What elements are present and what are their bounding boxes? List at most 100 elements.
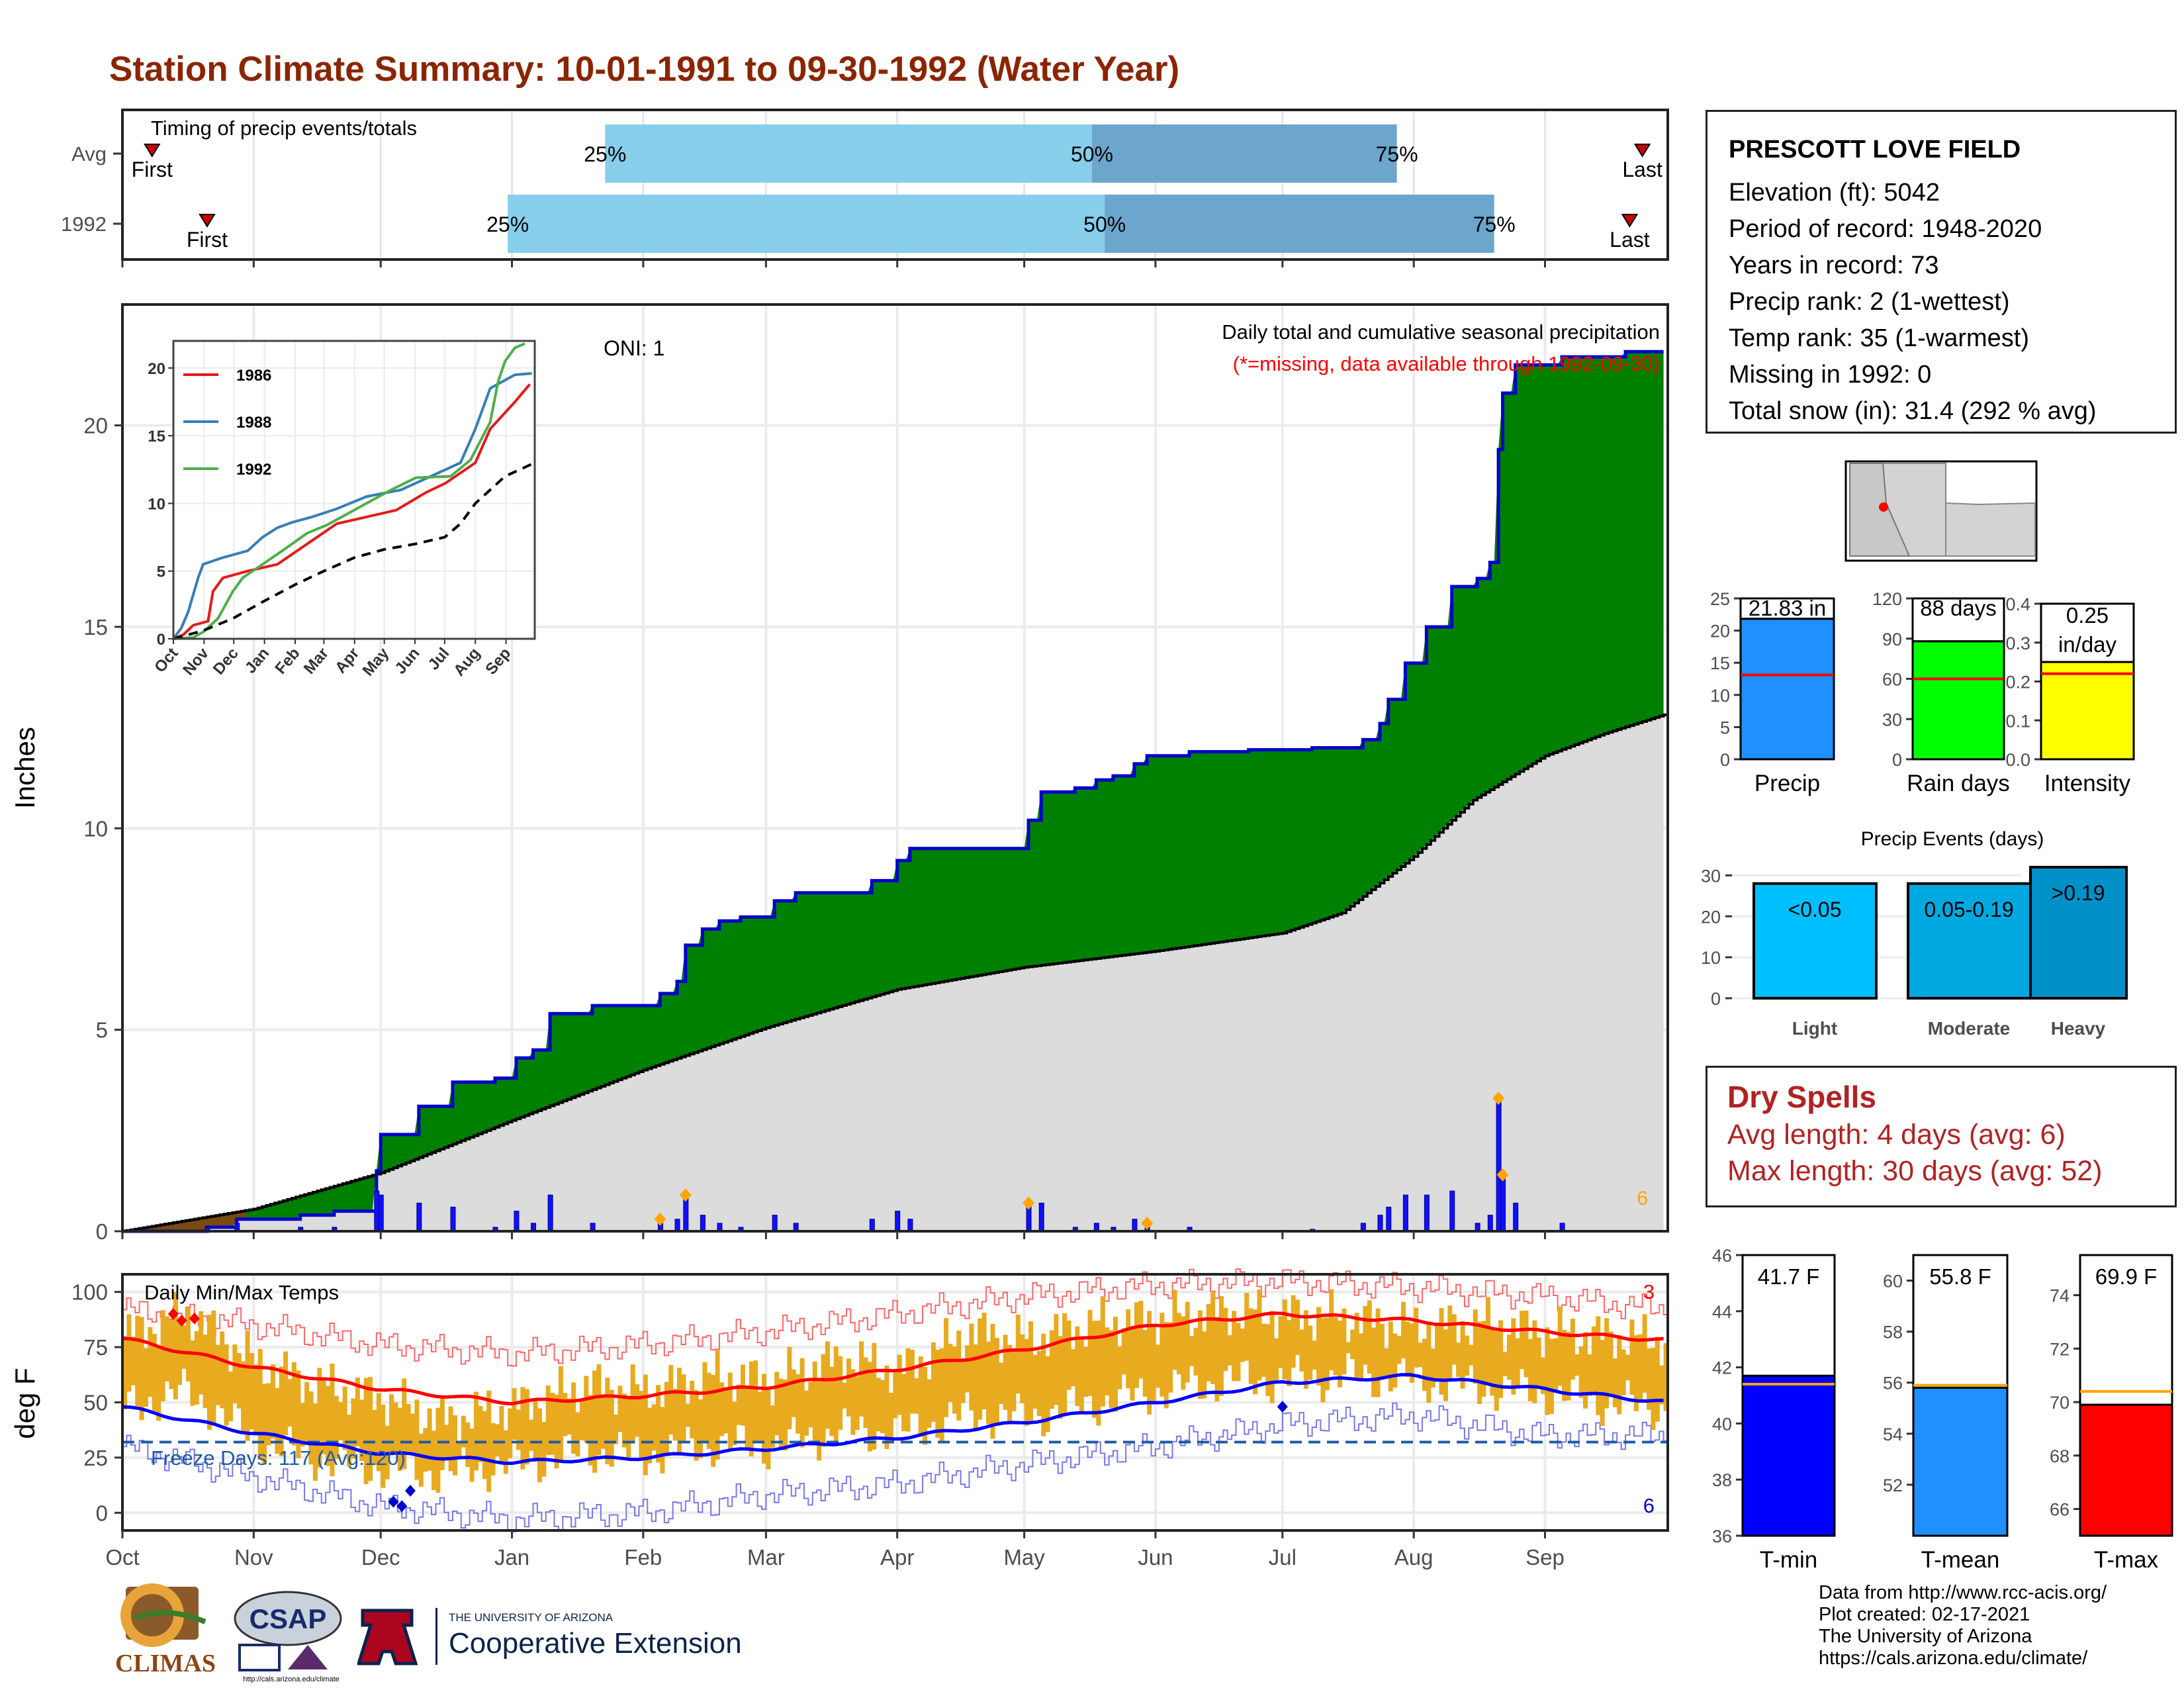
record-precip-marker [1023,1196,1035,1210]
summary-ytick-label: 68 [2050,1446,2070,1466]
daily-precip-bar [1449,1190,1455,1232]
daily-temp-range-bar [490,1423,496,1476]
credits-footer: Data from http://www.rcc-acis.org/ Plot … [1819,1582,2107,1669]
summary-ytick-label: 25 [1710,589,1730,609]
daily-temp-range-bar [1617,1335,1622,1415]
station-name: PRESCOTT LOVE FIELD [1729,136,2021,164]
daily-temp-range-bar [334,1395,339,1460]
inset-series-line [172,372,532,640]
daily-temp-range-bar [1269,1311,1275,1403]
daily-temp-range-bar [1345,1342,1351,1354]
daily-temp-range-bar [1181,1316,1186,1390]
daily-temp-range-bar [1105,1327,1110,1396]
summary-bar-label: 0.25 in/day [2058,603,2117,657]
daily-temp-range-bar [241,1361,246,1434]
daily-temp-range-bar [330,1364,335,1477]
daily-temp-range-bar [1435,1322,1440,1380]
daily-temp-range-bar [956,1330,962,1421]
daily-temp-range-bar [1583,1332,1588,1409]
daily-temp-range-bar [1651,1348,1656,1430]
daily-temp-range-bar [1498,1320,1504,1399]
daily-temp-range-bar [1591,1326,1596,1394]
daily-temp-range-bar [215,1344,220,1405]
daily-temp-range-bar [1527,1338,1533,1401]
daily-temp-range-bar [545,1385,551,1456]
daily-temp-range-bar [338,1402,343,1440]
credit-line: Data from http://www.rcc-acis.org/ [1819,1582,2107,1603]
summary-bar-category: T-max [2094,1547,2159,1573]
daily-temp-range-bar [706,1372,711,1449]
station-line: Temp rank: 35 (1-warmest) [1729,324,2030,352]
daily-temp-range-bar [1371,1327,1377,1397]
summary-ytick-label: 74 [2050,1286,2070,1306]
daily-temp-range-bar [757,1391,762,1442]
precip-panel-title: Daily total and cumulative seasonal prec… [1222,320,1660,344]
daily-temp-range-bar [317,1368,322,1468]
daily-temp-range-bar [677,1368,682,1454]
daily-temp-range-bar [1621,1349,1626,1395]
ua-small-text: THE UNIVERSITY OF ARIZONA [449,1611,614,1624]
ua-extension-logo: THE UNIVERSITY OF ARIZONA Cooperative Ex… [357,1608,742,1665]
normal-cumulative-line [122,713,1668,1233]
summary-bar-category: Intensity [2044,771,2131,796]
daily-temp-range-bar [1562,1330,1567,1401]
precip-events-bar-label: <0.05 [1788,898,1842,921]
timing-first-label: First [187,228,228,252]
precip-ytick-label: 10 [83,816,108,841]
daily-temp-range-bar [888,1392,893,1443]
daily-temp-range-bar [1464,1335,1469,1376]
daily-temp-range-bar [948,1343,953,1402]
record-low-marker [388,1495,399,1508]
daily-temp-range-bar [741,1364,745,1426]
daily-temp-range-bar [1604,1318,1610,1409]
daily-temp-range-bar [1232,1311,1237,1382]
daily-temp-range-bar [347,1415,352,1467]
timing-row-label: 1992 [61,212,107,236]
daily-temp-range-bar [1400,1301,1406,1359]
daily-temp-range-bar [190,1340,195,1406]
daily-temp-range-bar [482,1411,487,1479]
daily-temp-range-bar [283,1351,289,1435]
daily-temp-range-bar [1367,1300,1372,1374]
inset-series-line [173,383,531,640]
daily-temp-range-bar [1451,1314,1457,1365]
normal-max-line [122,1311,1664,1406]
summary-ytick-label: 44 [1712,1302,1732,1322]
summary-ytick-label: 0 [1892,750,1902,770]
timing-p50-label: 50% [1071,142,1113,166]
record-high-marker [189,1312,200,1325]
daily-temp-range-bar [1058,1336,1063,1419]
precip-events-category: Light [1792,1018,1837,1039]
temp-xtick-label: Jan [494,1545,529,1570]
daily-temp-range-bar [1460,1321,1465,1389]
daily-temp-range-bar [723,1387,729,1434]
daily-precip-bar [700,1215,705,1232]
daily-temp-range-bar [326,1385,331,1466]
daily-precip-bar [1386,1206,1392,1232]
daily-temp-range-bar [1490,1329,1495,1396]
daily-temp-range-bar [668,1365,674,1435]
daily-temp-range-bar [558,1366,563,1460]
daily-temp-range-bar [635,1384,640,1437]
record-high-marker [176,1315,187,1327]
daily-temp-range-bar [897,1354,902,1415]
daily-temp-range-bar [1456,1342,1461,1378]
daily-temp-range-bar [1545,1327,1550,1415]
daily-temp-range-bar [1541,1357,1546,1394]
daily-temp-range-bar [1087,1309,1093,1396]
daily-temp-range-bar [1045,1356,1050,1432]
temp-xtick-label: Jul [1269,1545,1297,1570]
summary-ytick-label: 0 [1720,750,1730,770]
normal-cumulative-area [122,714,1664,1231]
summary-bar-label: 69.9 F [2095,1264,2158,1289]
precip-ytick-label: 5 [96,1018,108,1043]
daily-temp-range-bar [1629,1319,1635,1395]
daily-temp-range-bar [1011,1348,1017,1412]
daily-temp-range-bar [342,1386,347,1450]
timing-p75-label: 75% [1473,212,1516,236]
temp-panel-title: Daily Min/Max Temps [144,1281,339,1304]
daily-temp-range-bar [524,1389,529,1465]
daily-temp-range-bar [812,1361,817,1445]
daily-temp-range-bar [1418,1342,1423,1368]
inset-ytick-label: 15 [148,428,165,445]
